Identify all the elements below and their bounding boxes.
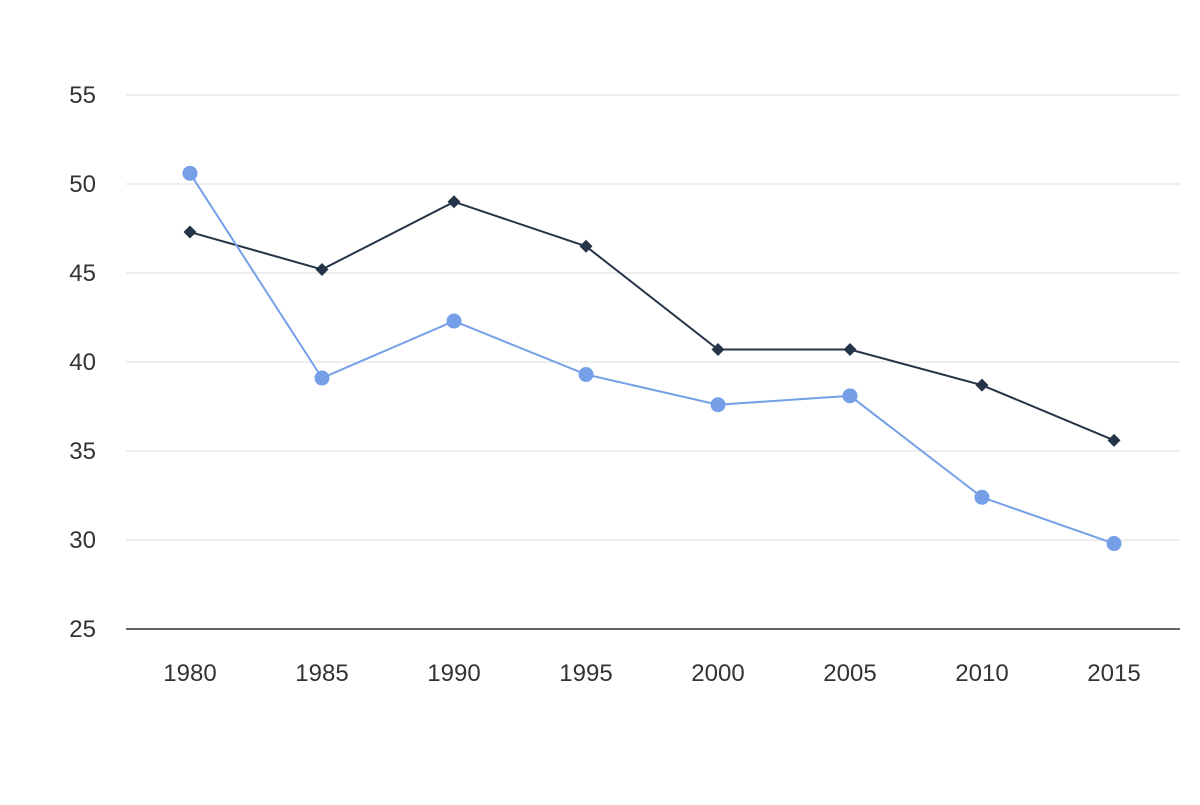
series-layer [182, 165, 1122, 552]
data-point [711, 343, 725, 357]
data-point [1106, 536, 1122, 552]
y-tick-label: 45 [69, 260, 96, 287]
x-tick-label: 2010 [955, 660, 1008, 687]
series-2 [182, 165, 1122, 552]
x-tick-label: 2000 [691, 660, 744, 687]
y-tick-label: 25 [69, 616, 96, 643]
series-1 [183, 195, 1121, 447]
y-tick-label: 35 [69, 438, 96, 465]
data-point [1107, 433, 1121, 447]
y-tick-label: 55 [69, 82, 96, 109]
y-tick-label: 30 [69, 527, 96, 554]
x-tick-label: 1990 [427, 660, 480, 687]
x-tick-label: 2015 [1087, 660, 1140, 687]
data-point [182, 165, 198, 181]
grid-layer [126, 94, 1180, 541]
x-tick-label: 1995 [559, 660, 612, 687]
data-point [975, 378, 989, 392]
data-point [447, 195, 461, 209]
y-tick-label: 40 [69, 349, 96, 376]
series-line [189, 172, 1115, 545]
x-tick-label: 2005 [823, 660, 876, 687]
data-point [183, 225, 197, 239]
x-tick-label: 1980 [163, 660, 216, 687]
data-point [578, 366, 594, 382]
data-point [843, 343, 857, 357]
data-point [314, 370, 330, 386]
y-axis: 25 30 35 40 45 50 55 [69, 82, 96, 643]
x-axis: 1980 1985 1990 1995 2000 2005 2010 2015 [126, 628, 1180, 687]
data-point [315, 262, 329, 276]
y-tick-label: 50 [69, 171, 96, 198]
series-line [189, 200, 1115, 442]
data-point [974, 489, 990, 505]
data-point [579, 239, 593, 253]
x-tick-label: 1985 [295, 660, 348, 687]
data-point [710, 397, 726, 413]
data-point [842, 388, 858, 404]
data-point [446, 313, 462, 329]
